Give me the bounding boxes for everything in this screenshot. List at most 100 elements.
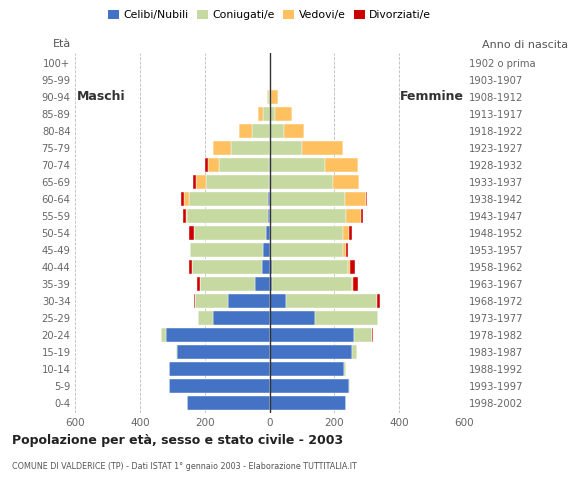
Bar <box>350 260 355 274</box>
Bar <box>270 362 344 376</box>
Bar <box>263 107 270 121</box>
Bar <box>343 226 349 240</box>
Bar <box>270 260 272 274</box>
Bar <box>270 158 325 172</box>
Bar <box>270 107 274 121</box>
Bar <box>270 226 271 240</box>
Bar <box>270 209 346 223</box>
Bar <box>376 294 380 308</box>
Bar <box>270 243 271 257</box>
Bar <box>177 345 270 359</box>
Text: Maschi: Maschi <box>77 90 126 104</box>
Bar <box>270 294 286 308</box>
Legend: Celibi/Nubili, Coniugati/e, Vedovi/e, Divorziati/e: Celibi/Nubili, Coniugati/e, Vedovi/e, Di… <box>104 6 436 25</box>
Bar <box>349 260 350 274</box>
Bar <box>267 90 268 104</box>
Bar <box>227 294 270 308</box>
Bar <box>349 379 350 393</box>
Text: COMUNE DI VALDERICE (TP) - Dati ISTAT 1° gennaio 2003 - Elaborazione TUTTITALIA.: COMUNE DI VALDERICE (TP) - Dati ISTAT 1°… <box>12 462 356 471</box>
Bar <box>352 345 357 359</box>
Bar <box>271 243 343 257</box>
Bar <box>269 175 270 189</box>
Bar <box>286 294 376 308</box>
Bar <box>325 158 358 172</box>
Bar <box>344 362 346 376</box>
Bar <box>196 175 206 189</box>
Bar <box>255 277 270 291</box>
Bar <box>169 379 270 393</box>
Bar <box>266 226 270 240</box>
Bar <box>361 209 362 223</box>
Text: Anno di nascita: Anno di nascita <box>483 40 568 50</box>
Bar <box>345 192 366 206</box>
Bar <box>346 209 361 223</box>
Text: Femmine: Femmine <box>400 90 463 104</box>
Bar <box>354 328 372 342</box>
Bar <box>274 107 292 121</box>
Bar <box>184 192 189 206</box>
Bar <box>180 192 184 206</box>
Bar <box>208 158 219 172</box>
Bar <box>193 175 196 189</box>
Bar <box>270 328 354 342</box>
Bar <box>187 209 268 223</box>
Bar <box>349 226 352 240</box>
Bar <box>269 158 270 172</box>
Bar <box>270 175 334 189</box>
Bar <box>205 158 208 172</box>
Bar <box>351 277 353 291</box>
Bar <box>200 277 255 291</box>
Bar <box>270 277 272 291</box>
Bar <box>270 192 345 206</box>
Bar <box>270 90 271 104</box>
Bar <box>192 260 262 274</box>
Bar <box>268 209 270 223</box>
Bar <box>239 124 252 138</box>
Bar <box>270 396 346 409</box>
Bar <box>219 158 269 172</box>
Bar <box>195 294 227 308</box>
Bar <box>372 328 374 342</box>
Bar <box>183 209 186 223</box>
Bar <box>315 311 378 324</box>
Bar <box>346 243 349 257</box>
Bar <box>353 277 358 291</box>
Bar <box>268 192 270 206</box>
Bar <box>190 260 192 274</box>
Bar <box>258 107 263 121</box>
Bar <box>213 141 231 155</box>
Bar <box>270 141 302 155</box>
Bar <box>271 90 278 104</box>
Bar <box>194 294 195 308</box>
Bar <box>166 328 270 342</box>
Bar <box>343 243 346 257</box>
Bar <box>187 396 270 409</box>
Bar <box>270 311 315 324</box>
Bar <box>197 277 200 291</box>
Bar <box>231 141 270 155</box>
Text: Età: Età <box>53 39 71 49</box>
Bar <box>270 73 271 87</box>
Bar <box>272 260 349 274</box>
Bar <box>186 209 187 223</box>
Bar <box>272 277 351 291</box>
Bar <box>366 192 367 206</box>
Bar <box>252 124 270 138</box>
Bar <box>188 226 194 240</box>
Bar <box>176 345 177 359</box>
Bar <box>213 311 270 324</box>
Bar <box>161 328 166 342</box>
Bar <box>262 260 270 274</box>
Bar <box>270 345 352 359</box>
Bar <box>268 90 270 104</box>
Bar <box>263 243 270 257</box>
Bar <box>302 141 343 155</box>
Bar <box>270 379 349 393</box>
Bar <box>334 175 360 189</box>
Bar <box>169 362 270 376</box>
Bar <box>194 226 266 240</box>
Bar <box>198 311 213 324</box>
Text: Popolazione per età, sesso e stato civile - 2003: Popolazione per età, sesso e stato civil… <box>12 434 343 447</box>
Bar <box>206 175 269 189</box>
Bar <box>188 192 268 206</box>
